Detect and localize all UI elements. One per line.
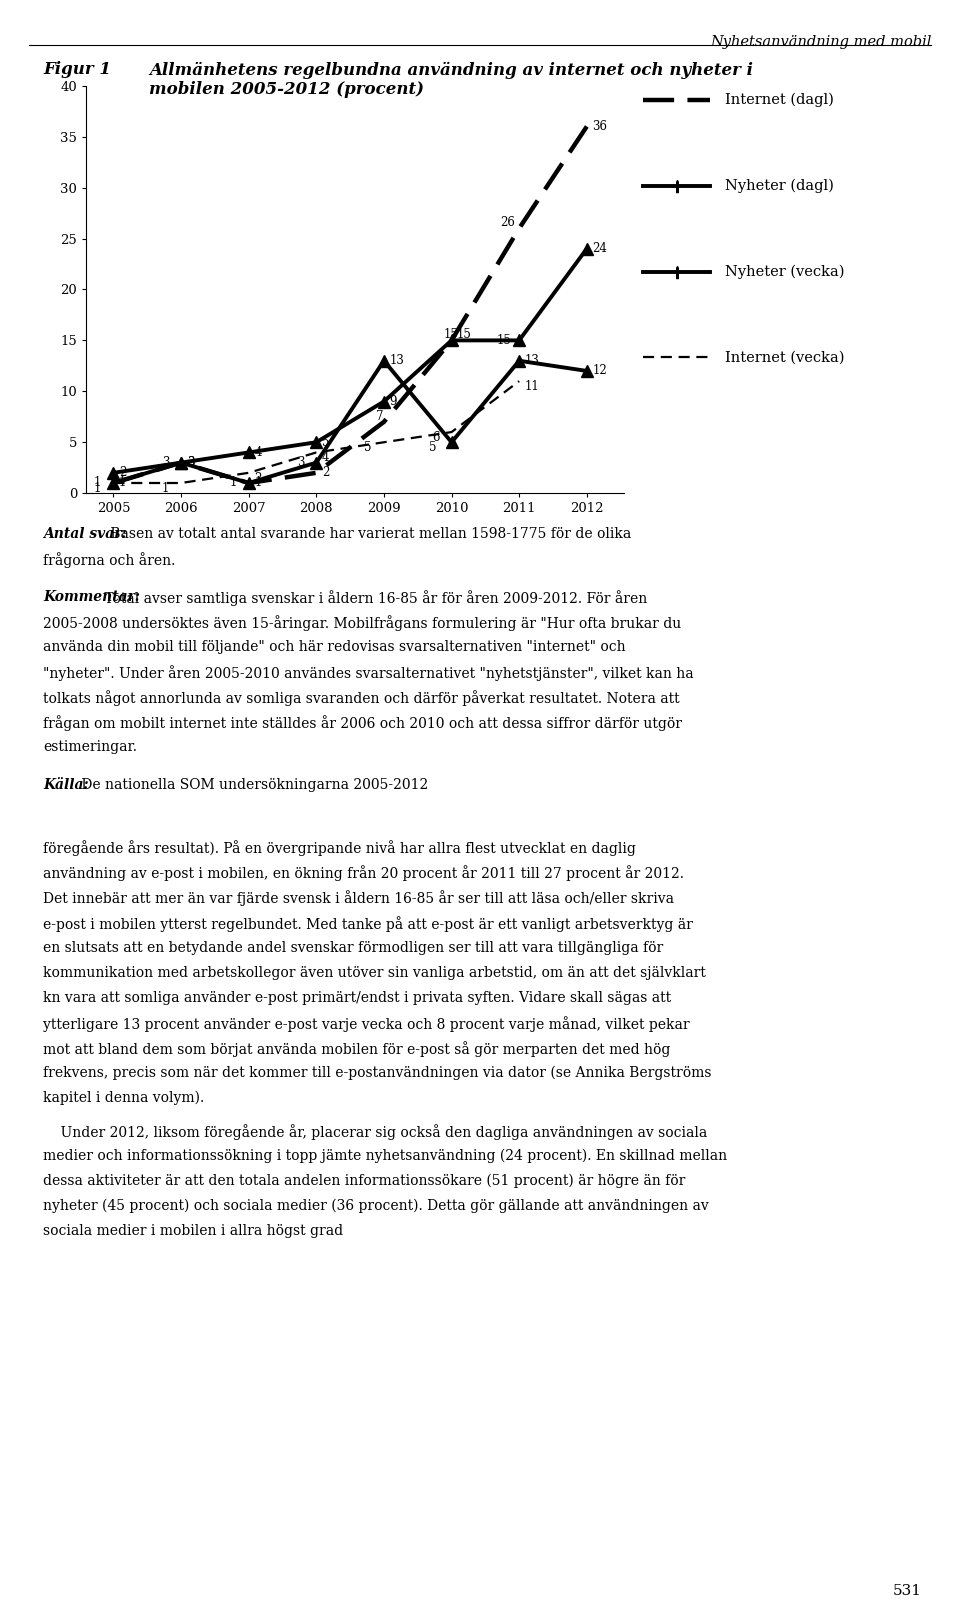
Text: 1: 1 <box>229 477 236 490</box>
Text: Under 2012, liksom föregående år, placerar sig också den dagliga användningen av: Under 2012, liksom föregående år, placer… <box>43 1124 708 1140</box>
Text: en slutsats att en betydande andel svenskar förmodligen ser till att vara tillgä: en slutsats att en betydande andel svens… <box>43 941 663 954</box>
Text: 5: 5 <box>429 441 437 454</box>
Text: tolkats något annorlunda av somliga svaranden och därför påverkat resultatet. No: tolkats något annorlunda av somliga svar… <box>43 690 680 707</box>
Text: 4: 4 <box>254 446 262 459</box>
Text: använda din mobil till följande" och här redovisas svarsalternativen "internet" : använda din mobil till följande" och här… <box>43 640 626 653</box>
Text: 1: 1 <box>119 477 127 490</box>
Text: nyheter (45 procent) och sociala medier (36 procent). Detta gör gällande att anv: nyheter (45 procent) och sociala medier … <box>43 1198 708 1213</box>
Text: 2005-2008 undersöktes även 15-åringar. Mobilfrågans formulering är "Hur ofta bru: 2005-2008 undersöktes även 15-åringar. M… <box>43 614 682 631</box>
Text: 24: 24 <box>592 243 608 255</box>
Text: 3: 3 <box>186 456 194 469</box>
Text: kn vara att somliga använder e-post primärt/endst i privata syften. Vidare skall: kn vara att somliga använder e-post prim… <box>43 991 671 1004</box>
Text: Figur 1: Figur 1 <box>43 61 111 79</box>
Text: dessa aktiviteter är att den totala andelen informationssökare (51 procent) är h: dessa aktiviteter är att den totala ande… <box>43 1174 685 1188</box>
Text: e-post i mobilen ytterst regelbundet. Med tanke på att e-post är ett vanligt arb: e-post i mobilen ytterst regelbundet. Me… <box>43 915 693 931</box>
Text: Total avser samtliga svenskar i åldern 16-85 år för åren 2009-2012. För åren: Total avser samtliga svenskar i åldern 1… <box>101 590 648 606</box>
Text: 2: 2 <box>322 466 329 479</box>
Text: Nyheter (vecka): Nyheter (vecka) <box>725 265 844 278</box>
Text: 15: 15 <box>457 328 472 341</box>
Text: Basen av totalt antal svarande har varierat mellan 1598-1775 för de olika: Basen av totalt antal svarande har varie… <box>106 527 632 542</box>
Text: kapitel i denna volym).: kapitel i denna volym). <box>43 1091 204 1106</box>
Text: föregående års resultat). På en övergripande nivå har allra flest utvecklat en d: föregående års resultat). På en övergrip… <box>43 841 636 857</box>
Text: 1: 1 <box>94 477 102 490</box>
Text: estimeringar.: estimeringar. <box>43 741 137 754</box>
Text: frågan om mobilt internet inte ställdes år 2006 och 2010 och att dessa siffror d: frågan om mobilt internet inte ställdes … <box>43 715 683 731</box>
Text: 11: 11 <box>525 380 540 393</box>
Text: 4: 4 <box>322 451 329 464</box>
Text: 2: 2 <box>254 472 262 485</box>
Text: 1: 1 <box>161 482 169 495</box>
Text: användning av e-post i mobilen, en ökning från 20 procent år 2011 till 27 procen: användning av e-post i mobilen, en öknin… <box>43 865 684 881</box>
Text: Källa:: Källa: <box>43 778 89 792</box>
Text: 1: 1 <box>254 477 262 490</box>
Text: 9: 9 <box>390 395 397 407</box>
Text: "nyheter". Under åren 2005-2010 användes svarsalternativet "nyhetstjänster", vil: "nyheter". Under åren 2005-2010 användes… <box>43 665 694 681</box>
Text: 5: 5 <box>365 441 372 454</box>
Text: sociala medier i mobilen i allra högst grad: sociala medier i mobilen i allra högst g… <box>43 1224 344 1239</box>
Text: Internet (dagl): Internet (dagl) <box>725 94 833 107</box>
Text: 3: 3 <box>186 456 194 469</box>
Text: mot att bland dem som börjat använda mobilen för e-post så gör merparten det med: mot att bland dem som börjat använda mob… <box>43 1041 671 1058</box>
Text: Nyhetsanvändning med mobil: Nyhetsanvändning med mobil <box>709 34 931 49</box>
Text: Internet (vecka): Internet (vecka) <box>725 351 844 364</box>
Text: Nyheter (dagl): Nyheter (dagl) <box>725 179 833 192</box>
Text: 531: 531 <box>893 1583 922 1598</box>
Text: 2: 2 <box>119 466 127 479</box>
Text: 15: 15 <box>497 333 512 348</box>
Text: 26: 26 <box>500 217 515 230</box>
Text: 3: 3 <box>161 456 169 469</box>
Text: 13: 13 <box>390 354 404 367</box>
Text: 12: 12 <box>592 364 607 377</box>
Text: 15: 15 <box>444 328 458 341</box>
Text: 3: 3 <box>297 456 304 469</box>
Text: frekvens, precis som när det kommer till e-postanvändningen via dator (se Annika: frekvens, precis som när det kommer till… <box>43 1066 711 1080</box>
Text: 36: 36 <box>592 120 608 133</box>
Text: Kommentar:: Kommentar: <box>43 590 140 603</box>
Text: 1: 1 <box>94 482 102 495</box>
Text: 5: 5 <box>322 435 329 450</box>
Text: frågorna och åren.: frågorna och åren. <box>43 551 176 568</box>
Text: Allmänhetens regelbundna användning av internet och nyheter i
mobilen 2005-2012 : Allmänhetens regelbundna användning av i… <box>149 61 753 99</box>
Text: medier och informationssökning i topp jämte nyhetsanvändning (24 procent). En sk: medier och informationssökning i topp jä… <box>43 1148 728 1163</box>
Text: Antal svar:: Antal svar: <box>43 527 127 542</box>
Text: 7: 7 <box>375 409 383 422</box>
Text: De nationella SOM undersökningarna 2005-2012: De nationella SOM undersökningarna 2005-… <box>78 778 429 792</box>
Text: 13: 13 <box>525 354 540 367</box>
Text: kommunikation med arbetskollegor även utöver sin vanliga arbetstid, om än att de: kommunikation med arbetskollegor även ut… <box>43 965 706 980</box>
Text: ytterligare 13 procent använder e-post varje vecka och 8 procent varje månad, vi: ytterligare 13 procent använder e-post v… <box>43 1015 690 1032</box>
Text: 6: 6 <box>432 432 440 445</box>
Text: Det innebär att mer än var fjärde svensk i åldern 16-85 år ser till att läsa och: Det innebär att mer än var fjärde svensk… <box>43 891 674 907</box>
